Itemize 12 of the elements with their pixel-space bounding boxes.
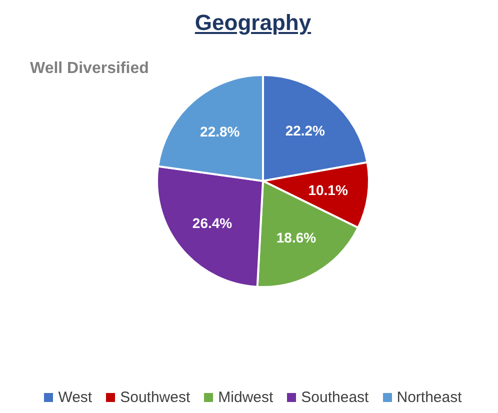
data-label: 18.6% <box>276 230 317 246</box>
legend-label: West <box>57 389 92 406</box>
data-label: 26.4% <box>192 214 233 231</box>
legend-label: Southeast <box>300 389 369 406</box>
data-label: 22.8% <box>200 123 240 140</box>
data-label: 22.2% <box>285 122 326 139</box>
chart-title: Geography <box>194 10 312 36</box>
legend-label: Southwest <box>119 389 190 406</box>
data-label: 10.1% <box>308 182 348 198</box>
legend-label: Northeast <box>396 389 462 406</box>
chart-subtitle: Well Diversified <box>30 60 149 78</box>
legend-label: Midwest <box>217 389 274 406</box>
